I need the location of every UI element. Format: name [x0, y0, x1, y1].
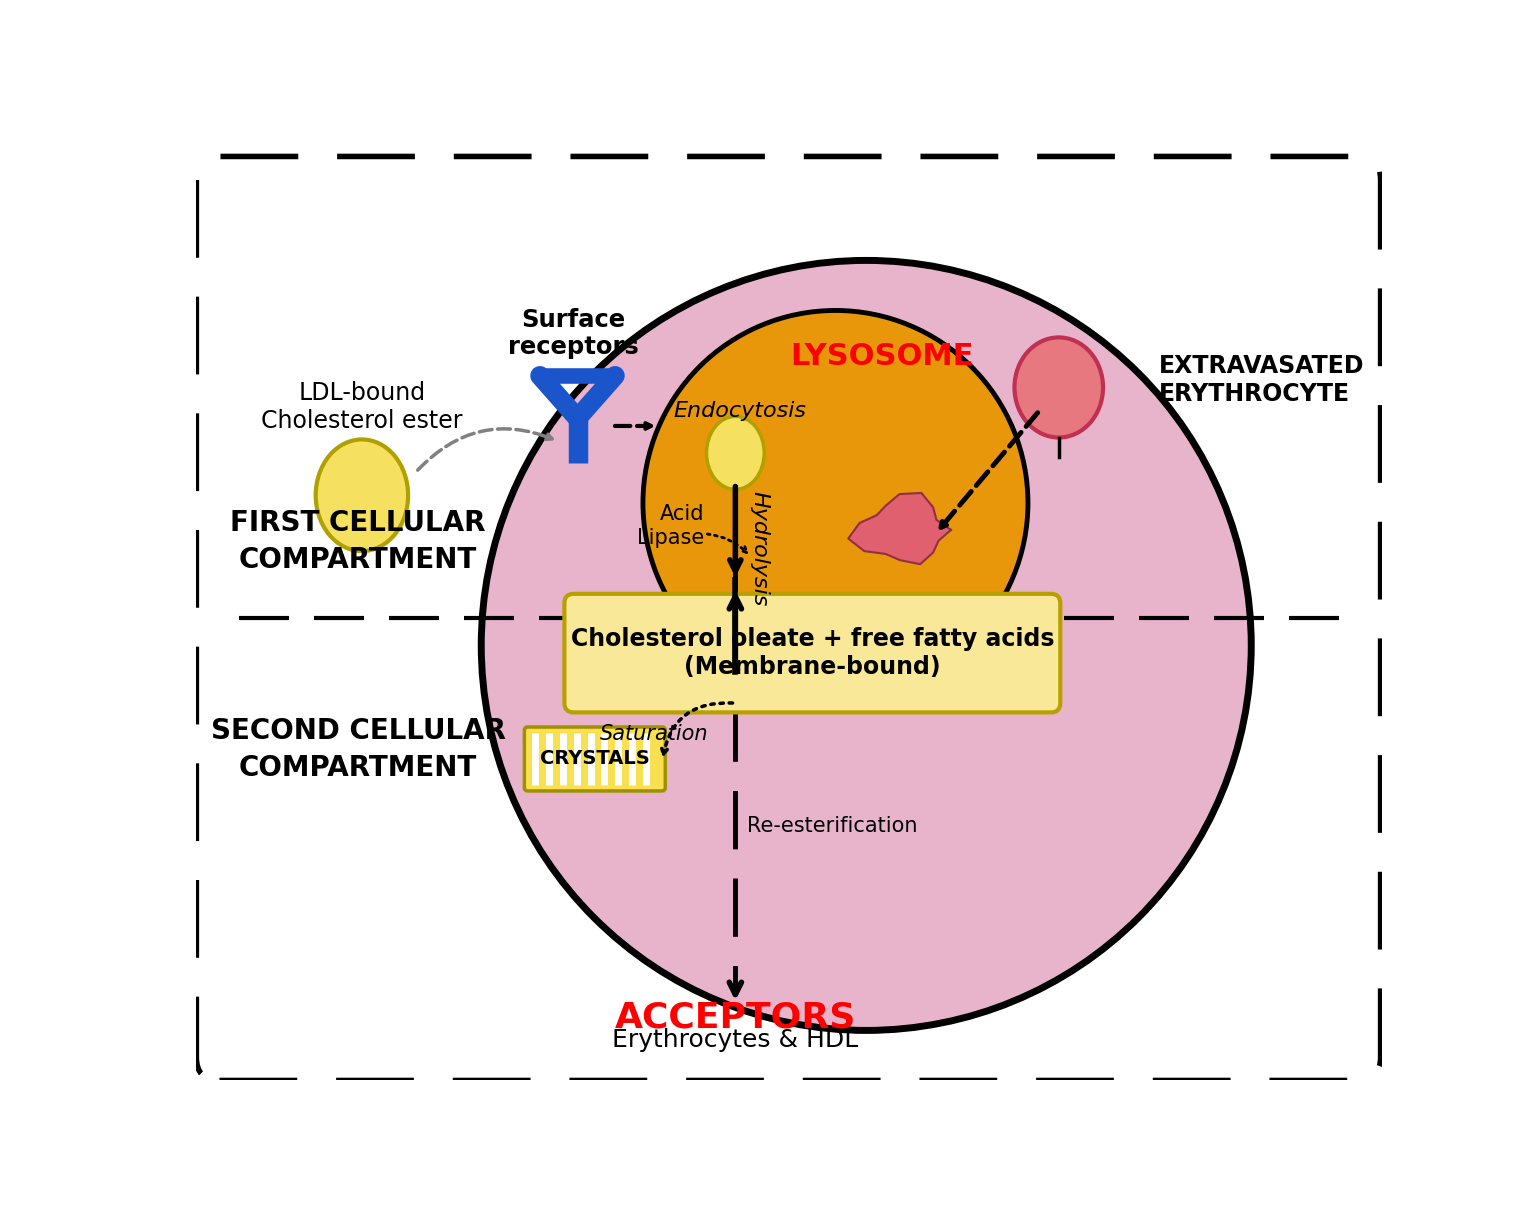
Text: Erythrocytes & HDL: Erythrocytes & HDL: [613, 1027, 858, 1051]
Ellipse shape: [707, 416, 764, 489]
Text: Endocytosis: Endocytosis: [675, 401, 807, 420]
Text: CRYSTALS: CRYSTALS: [541, 749, 650, 768]
Text: Re-esterification: Re-esterification: [747, 816, 918, 836]
Circle shape: [480, 261, 1250, 1031]
Text: ACCEPTORS: ACCEPTORS: [614, 1000, 856, 1034]
FancyBboxPatch shape: [564, 594, 1060, 713]
Polygon shape: [849, 493, 952, 565]
FancyBboxPatch shape: [197, 157, 1380, 1080]
Ellipse shape: [316, 439, 408, 551]
Circle shape: [644, 311, 1029, 696]
Text: LYSOSOME: LYSOSOME: [790, 342, 973, 371]
Text: Hydrolysis: Hydrolysis: [750, 492, 768, 607]
Text: Acid
Lipase: Acid Lipase: [638, 505, 704, 548]
Text: Surface
receptors: Surface receptors: [508, 307, 639, 359]
Text: SECOND CELLULAR
COMPARTMENT: SECOND CELLULAR COMPARTMENT: [211, 717, 505, 782]
Text: EXTRAVASATED
ERYTHROCYTE: EXTRAVASATED ERYTHROCYTE: [1158, 353, 1364, 405]
Text: Saturation: Saturation: [601, 724, 708, 744]
Text: LDL-bound
Cholesterol ester: LDL-bound Cholesterol ester: [262, 381, 462, 432]
Text: Cholesterol oleate + free fatty acids
(Membrane-bound): Cholesterol oleate + free fatty acids (M…: [571, 628, 1053, 679]
Ellipse shape: [1015, 337, 1103, 437]
Text: FIRST CELLULAR
COMPARTMENT: FIRST CELLULAR COMPARTMENT: [231, 509, 485, 574]
FancyBboxPatch shape: [524, 727, 665, 792]
